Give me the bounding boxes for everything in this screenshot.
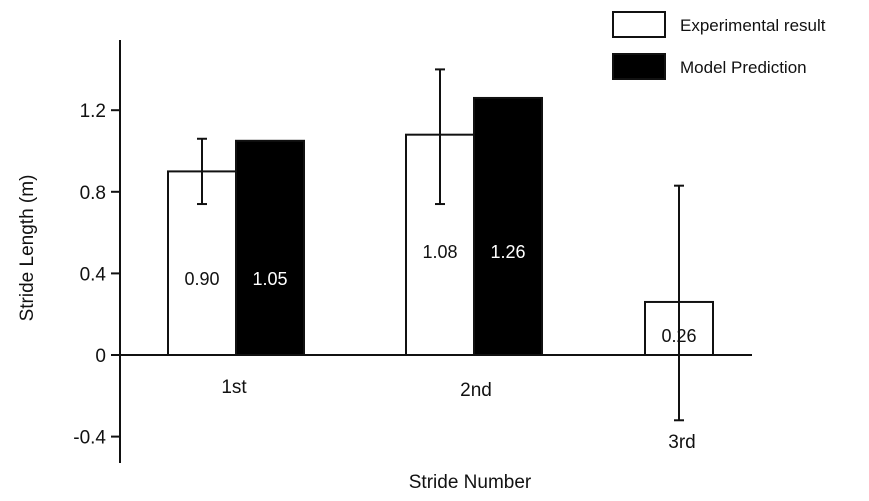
model-value-label: 1.26: [490, 242, 525, 262]
legend: Experimental result Model Prediction: [612, 11, 826, 80]
x-axis-title: Stride Number: [409, 472, 532, 493]
model-bar: [235, 139, 305, 356]
category-label: 2nd: [460, 380, 492, 401]
bars: [167, 96, 714, 357]
y-tick-label: 0.4: [80, 264, 107, 285]
y-axis-title: Stride Length (m): [17, 175, 38, 322]
experimental-value-label: 1.08: [422, 242, 457, 262]
legend-label: Model Prediction: [680, 58, 807, 77]
model-bar: [473, 96, 543, 357]
y-tick-label: 0: [95, 346, 106, 367]
y-tick-label: 1.2: [80, 101, 106, 122]
error-bars: [197, 68, 684, 422]
legend-label: Experimental result: [680, 16, 826, 35]
category-label: 1st: [221, 377, 247, 398]
category-label: 3rd: [668, 432, 695, 453]
category-labels: 1st 2nd 3rd: [221, 377, 695, 453]
experimental-value-label: 0.90: [184, 269, 219, 289]
model-value-label: 1.05: [252, 269, 287, 289]
data-labels: 0.90 1.05 1.08 1.26 0.26: [184, 242, 696, 346]
experimental-value-label: 0.26: [661, 326, 696, 346]
y-tick-label: -0.4: [73, 428, 106, 449]
legend-swatch: [612, 53, 666, 80]
y-ticks: -0.4 0 0.4 0.8 1.2: [73, 101, 120, 449]
y-tick-label: 0.8: [80, 183, 106, 204]
legend-swatch: [612, 11, 666, 38]
